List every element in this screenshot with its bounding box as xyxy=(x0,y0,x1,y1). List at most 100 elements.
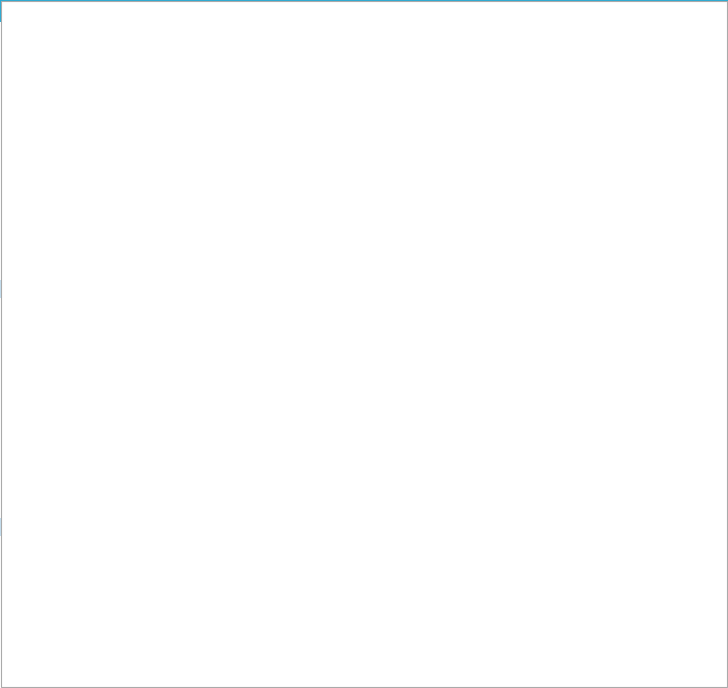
Text: 4134005: 4134005 xyxy=(318,385,365,395)
Text: .00016″: .00016″ xyxy=(185,424,227,434)
Text: 95.5: 95.5 xyxy=(567,575,589,585)
Text: .00028″: .00028″ xyxy=(185,490,227,500)
Bar xyxy=(18,35,78,71)
Text: 75  -  100 / 3-4": 75 - 100 / 3-4" xyxy=(375,537,451,547)
Bar xyxy=(208,138,273,178)
Text: 0-25: 0-25 xyxy=(62,205,76,210)
Bar xyxy=(73,153,173,163)
Text: DIN
863-1: DIN 863-1 xyxy=(30,42,66,64)
Text: 4134906: 4134906 xyxy=(318,490,365,500)
Text: 0.01 mm: 0.01 mm xyxy=(110,396,154,406)
Text: .00024″: .00024″ xyxy=(185,479,227,489)
Text: Error: Error xyxy=(185,304,215,314)
Text: • Locking device: • Locking device xyxy=(560,60,641,70)
Bar xyxy=(173,143,208,173)
Text: 0.5 mm: 0.5 mm xyxy=(252,374,290,384)
Text: .00028″: .00028″ xyxy=(185,501,227,511)
Text: 0.01: 0.01 xyxy=(62,211,76,216)
Text: 4  -  5″: 4 - 5″ xyxy=(12,468,47,478)
Text: 25  -   50 / 1-2": 25 - 50 / 1-2" xyxy=(375,515,449,525)
Ellipse shape xyxy=(92,228,138,242)
Text: 4134001: 4134001 xyxy=(318,341,365,351)
Text: 4134902: 4134902 xyxy=(318,446,365,456)
Text: thread pitch: thread pitch xyxy=(252,314,325,324)
Text: 0.01 mm: 0.01 mm xyxy=(110,374,154,384)
Text: 125 -  150 / 5-6": 125 - 150 / 5-6" xyxy=(375,564,455,574)
Text: .0001″: .0001″ xyxy=(110,468,145,478)
Text: .025″: .025″ xyxy=(252,501,280,511)
Text: .025″: .025″ xyxy=(252,490,280,500)
Text: Stand, setting standards, etc. please refer to page 3-22: Stand, setting standards, etc. please re… xyxy=(10,542,301,552)
Text: 83.5: 83.5 xyxy=(567,564,588,574)
Text: 125 - 150 mm: 125 - 150 mm xyxy=(12,385,81,395)
Text: 0.5 mm: 0.5 mm xyxy=(252,330,290,340)
Text: • Supplied with:: • Supplied with: xyxy=(560,70,638,80)
Bar xyxy=(375,28,724,50)
Text: mm / inch: mm / inch xyxy=(375,489,424,499)
Text: 0.01 mm: 0.01 mm xyxy=(110,363,154,373)
Bar xyxy=(3,22,725,280)
Text: limit G: limit G xyxy=(185,314,224,324)
Text: 0   -   25 / 0-1": 0 - 25 / 0-1" xyxy=(375,504,446,514)
Text: 150 -  175 / 6-7": 150 - 175 / 6-7" xyxy=(375,575,455,585)
Text: 4134905: 4134905 xyxy=(318,479,365,489)
Text: 6 μm: 6 μm xyxy=(185,374,210,384)
Text: Measuring range: Measuring range xyxy=(375,479,475,489)
Bar xyxy=(375,50,724,278)
Text: 4134000: 4134000 xyxy=(318,330,365,340)
Text: 13: 13 xyxy=(623,575,636,585)
Text: 7  -  8″: 7 - 8″ xyxy=(12,501,47,511)
Text: 4 μm: 4 μm xyxy=(185,341,210,351)
Text: 71.5: 71.5 xyxy=(567,553,589,563)
Text: mm: mm xyxy=(510,489,529,499)
Bar xyxy=(375,298,724,463)
Text: a: a xyxy=(510,479,517,489)
Text: 75 - 100 mm: 75 - 100 mm xyxy=(12,363,75,373)
Text: Accessories: Accessories xyxy=(10,521,92,533)
Text: Micrometer 40 A: Micrometer 40 A xyxy=(12,4,142,18)
Circle shape xyxy=(339,155,345,161)
Bar xyxy=(0,518,365,536)
Text: 0.5 mm: 0.5 mm xyxy=(252,385,290,395)
Text: • Rapid drive with integrated: • Rapid drive with integrated xyxy=(381,122,523,132)
Text: Features: Features xyxy=(381,32,439,45)
Text: 47.5: 47.5 xyxy=(567,526,589,536)
Text: 4134901: 4134901 xyxy=(318,435,365,445)
Text: 4134004: 4134004 xyxy=(318,374,365,384)
Text: 25 -  50 mm: 25 - 50 mm xyxy=(12,341,72,351)
Text: .0001″: .0001″ xyxy=(110,501,145,511)
Bar xyxy=(0,298,728,570)
Text: Readings: Readings xyxy=(110,304,165,314)
Text: measuring range 25-50 mm: measuring range 25-50 mm xyxy=(566,90,709,100)
Text: .00020″: .00020″ xyxy=(185,457,227,467)
Text: 0.01 mm: 0.01 mm xyxy=(110,385,154,395)
Text: range: range xyxy=(12,314,47,324)
Text: a: a xyxy=(434,290,440,299)
Bar xyxy=(55,100,77,248)
Text: 40 A: 40 A xyxy=(62,198,78,204)
Text: 0.01 mm: 0.01 mm xyxy=(110,330,154,340)
Bar xyxy=(55,108,73,116)
Text: / 1-2"), operating instructions: / 1-2"), operating instructions xyxy=(566,100,717,110)
Text: 12: 12 xyxy=(623,515,636,525)
Text: • Spindle and anvil made of: • Spindle and anvil made of xyxy=(381,73,518,83)
Text: • Scales with satin-chrome finish: • Scales with satin-chrome finish xyxy=(381,96,542,106)
Text: 0  -  25 mm: 0 - 25 mm xyxy=(12,330,68,340)
Text: hardened steel, carbide tipped: hardened steel, carbide tipped xyxy=(387,83,544,93)
Bar xyxy=(3,298,7,570)
Text: 0.5 mm: 0.5 mm xyxy=(252,352,290,362)
Text: 5 μm: 5 μm xyxy=(185,352,210,362)
Text: 7: 7 xyxy=(623,504,629,514)
Text: 150 - 175 mm: 150 - 175 mm xyxy=(12,396,81,406)
Text: 4134002: 4134002 xyxy=(318,352,365,362)
Text: .0001″: .0001″ xyxy=(110,490,145,500)
Text: Order no.: Order no. xyxy=(318,304,374,314)
Text: Measuring: Measuring xyxy=(12,304,74,314)
Text: (* when scale is set at, 0): (* when scale is set at, 0) xyxy=(500,452,615,461)
Text: 0.01 mm: 0.01 mm xyxy=(110,407,154,417)
Text: .00016″: .00016″ xyxy=(185,435,227,445)
Ellipse shape xyxy=(474,348,490,370)
Text: 4134006: 4134006 xyxy=(318,396,365,406)
Text: c: c xyxy=(623,479,629,489)
Text: Technical Data: Technical Data xyxy=(10,283,112,296)
